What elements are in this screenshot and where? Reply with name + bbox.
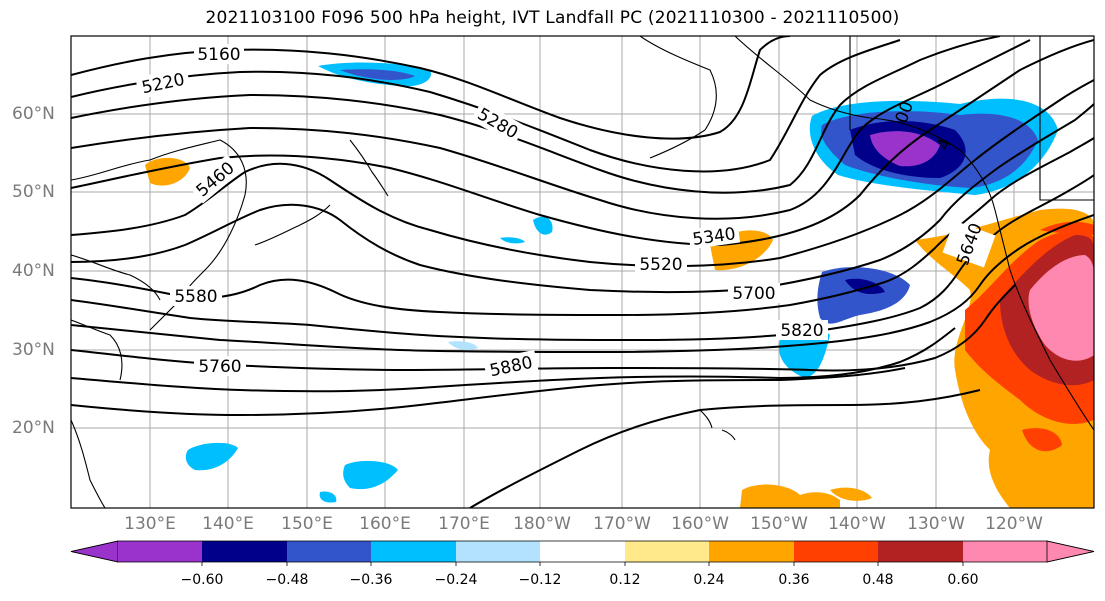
colorbar-bin — [709, 541, 794, 562]
colorbar-bin — [456, 541, 540, 562]
colorbar-bin — [118, 541, 202, 562]
colorbar-label: 0.12 — [609, 572, 641, 588]
colorbar-bin — [794, 541, 878, 562]
lat-label-40n: 40°N — [12, 261, 55, 281]
colorbar-label: 0.48 — [862, 572, 894, 588]
contour-label-5220: 5220 — [140, 70, 186, 99]
contour-label-5700: 5700 — [732, 284, 775, 304]
colorbar-bin — [371, 541, 456, 562]
colorbar-label: 0.24 — [693, 572, 725, 588]
colorbar-bin — [963, 541, 1047, 562]
contour-labels: 5160 5220 5280 5460 5340 5520 5580 5700 … — [140, 45, 987, 381]
colorbar-label: 0.60 — [947, 572, 979, 588]
colorbar — [70, 540, 1095, 566]
colorbar-label: −0.60 — [180, 572, 224, 588]
lat-label-60n: 60°N — [12, 104, 55, 124]
colorbar-bin — [202, 541, 287, 562]
colorbar-label: 0.36 — [778, 572, 810, 588]
colorbar-bin — [287, 541, 371, 562]
map-frame — [70, 35, 1095, 509]
contour-label-backgrounds — [135, 44, 996, 383]
colorbar-bin — [625, 541, 709, 562]
colorbar-bin — [540, 541, 625, 562]
lon-label-130e: 130°E — [124, 514, 176, 534]
lat-label-50n: 50°N — [12, 182, 55, 202]
figure-title: 2021103100 F096 500 hPa height, IVT Land… — [205, 8, 900, 28]
lat-label-30n: 30°N — [12, 340, 55, 360]
lon-label-160w: 160°W — [671, 514, 729, 534]
lon-label-170e: 170°E — [438, 514, 490, 534]
lon-label-130w: 130°W — [907, 514, 965, 534]
lon-label-170w: 170°W — [593, 514, 651, 534]
lon-label-150e: 150°E — [281, 514, 333, 534]
positive-ivt-shading — [145, 157, 1094, 508]
contour-label-5760: 5760 — [198, 357, 241, 377]
colorbar-bin — [878, 541, 963, 562]
colorbar-label: −0.12 — [518, 572, 562, 588]
colorbar-extend-left — [70, 540, 119, 563]
colorbar-label: −0.24 — [434, 572, 478, 588]
lon-label-140w: 140°W — [828, 514, 886, 534]
colorbar-extend-right — [1046, 540, 1095, 563]
lon-label-150w: 150°W — [750, 514, 808, 534]
lon-label-180w: 180°W — [513, 514, 571, 534]
colorbar-label: −0.36 — [349, 572, 393, 588]
lon-label-160e: 160°E — [359, 514, 411, 534]
contour-label-5820: 5820 — [780, 321, 823, 341]
lat-label-20n: 20°N — [12, 418, 55, 438]
lon-label-140e: 140°E — [202, 514, 254, 534]
contour-label-5880: 5880 — [488, 353, 534, 382]
contour-label-5160: 5160 — [197, 45, 240, 65]
colorbar-ticks — [201, 562, 964, 566]
lon-label-120w: 120°W — [985, 514, 1043, 534]
colorbar-label: −0.48 — [265, 572, 309, 588]
contour-label-5520: 5520 — [639, 255, 682, 275]
contour-label-5580: 5580 — [174, 287, 217, 307]
